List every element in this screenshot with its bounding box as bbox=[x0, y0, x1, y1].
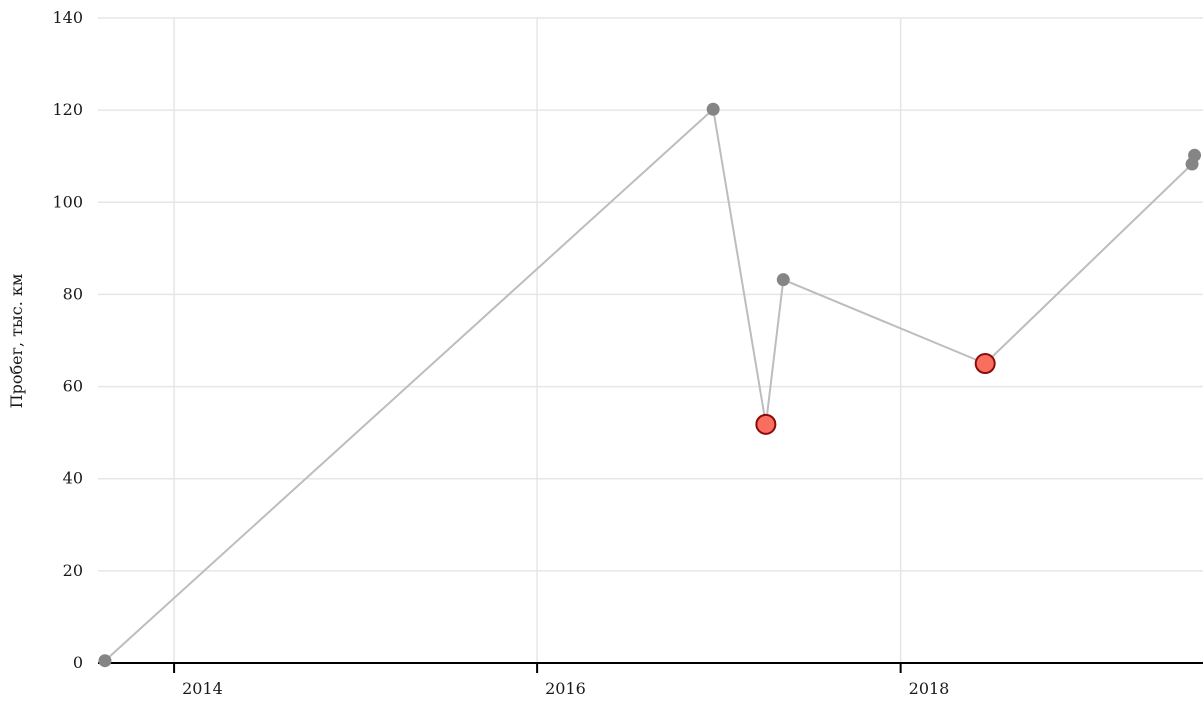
highlighted-point bbox=[755, 413, 777, 435]
y-tick-label: 20 bbox=[63, 561, 83, 580]
x-tick-label: 2016 bbox=[545, 679, 586, 698]
series-line bbox=[104, 108, 1196, 662]
grid-lines bbox=[98, 17, 1203, 663]
y-tick-label: 80 bbox=[63, 284, 83, 303]
y-tick-label: 60 bbox=[63, 377, 83, 396]
y-axis-title: Пробег, тыс. км bbox=[7, 274, 26, 409]
y-tick-label: 100 bbox=[52, 192, 83, 211]
series-group bbox=[98, 102, 1202, 668]
highlighted-point bbox=[974, 353, 996, 375]
y-axis-tick-labels: 0 20 40 60 80 100 120 140 bbox=[52, 8, 83, 672]
y-tick-label: 120 bbox=[52, 100, 83, 119]
x-axis: 2014 2016 2018 bbox=[98, 662, 1203, 698]
x-tick-label: 2018 bbox=[909, 679, 950, 698]
y-tick-label: 40 bbox=[63, 469, 83, 488]
data-point bbox=[776, 273, 790, 287]
x-tick-label: 2014 bbox=[182, 679, 223, 698]
data-point bbox=[98, 654, 112, 668]
data-point bbox=[1188, 148, 1202, 162]
data-point bbox=[706, 102, 720, 116]
y-tick-label: 140 bbox=[52, 8, 83, 27]
y-tick-label: 0 bbox=[73, 653, 83, 672]
